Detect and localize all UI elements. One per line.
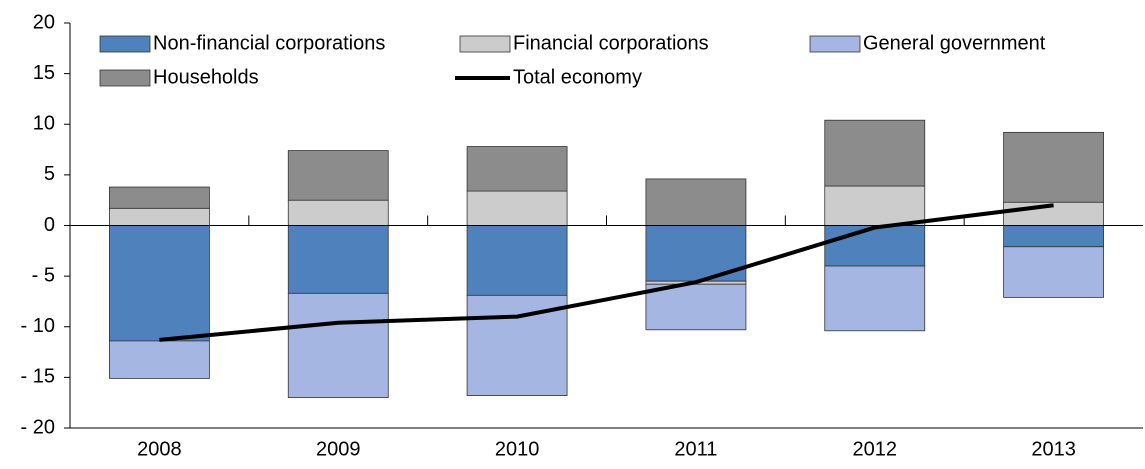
y-tick-label: - 10: [21, 315, 55, 337]
x-tick-label: 2009: [316, 438, 361, 460]
y-tick-label: 0: [44, 214, 55, 236]
legend-swatch: [809, 35, 861, 53]
y-tick-label: 15: [33, 62, 55, 84]
bar-segment: [1003, 225, 1104, 248]
bar-segment: [109, 340, 210, 379]
y-tick-label: - 15: [21, 366, 55, 388]
x-tick-label: 2013: [1031, 438, 1076, 460]
legend-label: Households: [153, 66, 259, 88]
bar-segment: [466, 190, 568, 226]
legend-label: Total economy: [513, 66, 642, 88]
bar-segment: [109, 186, 210, 209]
x-tick-label: 2012: [853, 438, 898, 460]
bar-segment: [287, 150, 389, 201]
bar-segment: [1003, 246, 1104, 298]
bar-segment: [466, 225, 568, 296]
y-tick-label: 10: [33, 113, 55, 135]
bar-segment: [287, 292, 389, 399]
legend-label: Non-financial corporations: [153, 32, 385, 54]
bar-segment: [645, 283, 747, 331]
legend-swatch: [459, 35, 511, 53]
y-tick-label: - 5: [32, 264, 55, 286]
bar-segment: [466, 146, 568, 192]
legend-swatch: [99, 35, 151, 53]
legend-label: General government: [863, 32, 1046, 54]
x-tick-label: 2008: [137, 438, 182, 460]
bar-segment: [1003, 131, 1104, 203]
bar-segment: [824, 119, 926, 187]
x-tick-label: 2011: [674, 438, 717, 460]
bar-segment: [287, 199, 389, 226]
y-tick-label: - 20: [21, 416, 55, 438]
y-tick-label: 5: [44, 163, 55, 185]
bar-segment: [287, 225, 389, 294]
line-series: [159, 203, 1054, 342]
bar-segment: [645, 178, 747, 226]
x-tick-label: 2010: [495, 438, 540, 460]
bar-segment: [824, 185, 926, 226]
bar-segment: [824, 225, 926, 267]
bar-segment: [109, 207, 210, 226]
bar-segment: [109, 225, 210, 342]
legend-label: Financial corporations: [513, 32, 709, 54]
legend-swatch: [99, 69, 151, 87]
y-tick-label: 20: [33, 11, 55, 33]
bar-segment: [824, 265, 926, 332]
